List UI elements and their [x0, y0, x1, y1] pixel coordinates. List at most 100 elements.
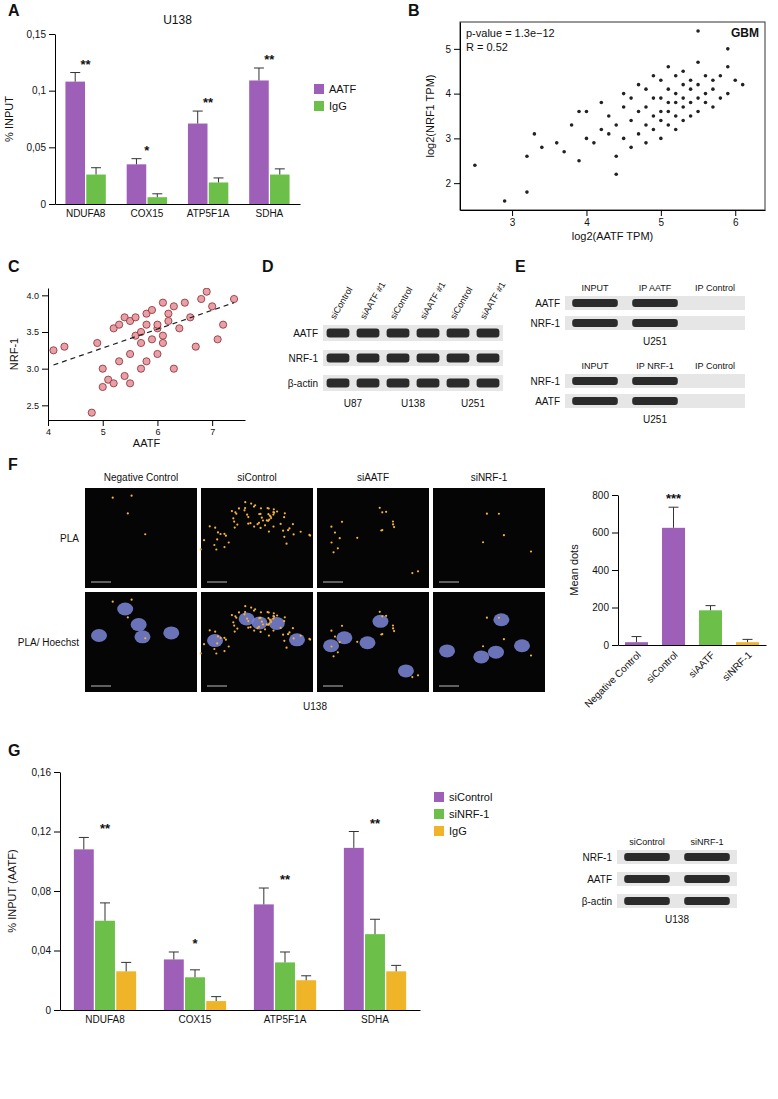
pla-dot	[213, 648, 215, 650]
point	[726, 92, 730, 96]
point	[666, 101, 670, 105]
axis-line	[60, 773, 61, 1011]
error-bar	[70, 73, 80, 82]
pla-dot	[266, 519, 268, 521]
error-bar-cap	[131, 158, 141, 159]
pla-dot	[233, 624, 235, 626]
point	[622, 137, 626, 141]
blot-strip	[323, 325, 503, 341]
axis-title: % INPUT	[3, 96, 15, 142]
error-bar-stem	[75, 73, 76, 82]
band	[624, 875, 670, 883]
error-bar	[254, 68, 264, 80]
tick-label: 4.0	[26, 291, 39, 301]
tick: 4	[46, 420, 51, 437]
tick-mark	[54, 772, 60, 773]
pla-dot	[341, 625, 343, 627]
error-bar	[280, 952, 290, 962]
tick: 0,15	[27, 29, 55, 40]
tick-label: NDUFA8	[66, 208, 106, 219]
scale-bar	[439, 582, 459, 583]
tick: 0,05	[27, 142, 55, 153]
pla-dot	[216, 642, 218, 644]
point	[637, 132, 641, 136]
image-grid: Negative ControlsiControlsiAATFsiNRF-1PL…	[18, 472, 545, 712]
pla-dot	[273, 612, 275, 614]
point	[600, 101, 604, 105]
tick-label: 2	[445, 178, 451, 189]
pla-dot	[250, 502, 252, 504]
legend-entry: AATF	[329, 83, 357, 95]
pla-dot	[288, 527, 290, 529]
pla-dot	[381, 615, 383, 617]
nucleus	[131, 618, 147, 631]
axis-title: Mean dots	[568, 544, 580, 596]
pla-dot	[272, 526, 274, 528]
point	[214, 336, 221, 343]
pla-dot	[259, 617, 261, 619]
point	[696, 60, 700, 64]
pla-dot	[309, 639, 311, 641]
point	[607, 132, 611, 136]
point	[622, 92, 626, 96]
lane-label: IP AATF	[639, 283, 672, 293]
tick-label: 0,04	[32, 945, 52, 956]
tick: 6	[733, 210, 739, 228]
pla-dot	[223, 533, 225, 535]
point	[614, 172, 618, 176]
lane-label: siNRF-1	[691, 837, 724, 847]
error-bar-stem	[279, 169, 280, 175]
point	[614, 154, 618, 158]
legend-swatch	[434, 809, 444, 819]
bar	[344, 848, 364, 1010]
group-label: U138	[401, 398, 425, 409]
lane-label: IP NRF-1	[636, 361, 673, 371]
point	[585, 137, 589, 141]
band	[572, 397, 618, 405]
tick-label: 4	[46, 427, 51, 437]
pla-dot	[272, 617, 274, 619]
bar	[147, 197, 167, 204]
pla-dot	[258, 522, 260, 524]
scale-bar	[439, 686, 459, 687]
row-label: PLA/ Hoechst	[18, 637, 79, 648]
band	[684, 875, 730, 883]
error-bar-cap	[632, 636, 642, 637]
pla-dot	[225, 639, 227, 641]
point	[674, 92, 678, 96]
band	[572, 319, 618, 327]
tick: 0	[45, 1005, 60, 1016]
error-bar-stem	[126, 962, 127, 971]
blot-strip	[565, 316, 745, 330]
bar	[275, 962, 295, 1010]
nucleus	[493, 613, 509, 626]
pla-dot	[334, 635, 336, 637]
panel-letter: B	[408, 2, 420, 19]
pla-dot	[234, 511, 236, 513]
tick-label: 3	[445, 133, 451, 144]
band	[387, 379, 410, 388]
column-title: siAATF	[357, 472, 389, 483]
pla-dot	[276, 510, 278, 512]
pla-dot	[381, 511, 383, 513]
pla-dot	[266, 623, 268, 625]
pla-dot	[112, 601, 114, 603]
point	[181, 299, 188, 306]
pla-dot	[259, 631, 261, 633]
blot: NRF-1AATFβ-actinsiControlsiNRF-1U138	[582, 837, 737, 925]
pla-dot	[217, 531, 219, 533]
figure: 00,050,10,15NDUFA8COX15ATP5F1ASDHA******…	[0, 0, 778, 1099]
pla-dot	[411, 572, 413, 574]
pla-dot	[249, 522, 251, 524]
tick-label: siAATF	[686, 649, 716, 679]
tick-label: 0	[40, 199, 46, 210]
micrograph	[317, 488, 429, 588]
pla-dot	[264, 628, 266, 630]
point	[525, 190, 529, 194]
blot-strip	[323, 375, 503, 391]
error-bar-stem	[105, 903, 106, 921]
error-bar-stem	[258, 68, 259, 80]
tick: ATP5F1A	[187, 208, 230, 219]
bar	[95, 921, 115, 1010]
point	[126, 380, 133, 387]
